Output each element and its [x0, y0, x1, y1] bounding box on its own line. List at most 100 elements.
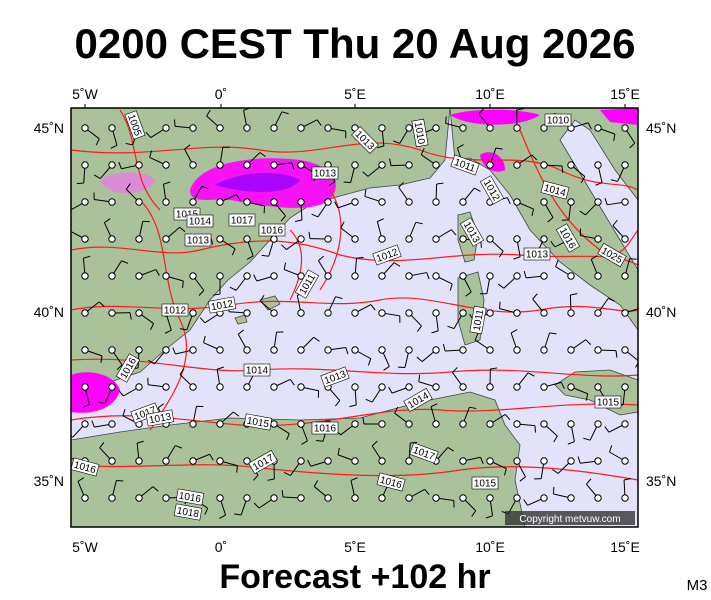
barb-flag — [145, 131, 152, 138]
barb-flag — [550, 240, 556, 248]
model-label: M3 — [687, 577, 708, 594]
station — [297, 235, 305, 243]
station — [513, 420, 521, 428]
isobar-label-box — [311, 421, 339, 435]
station — [567, 309, 575, 317]
station — [81, 272, 89, 280]
station — [162, 346, 170, 354]
isobar-label: 1017 — [231, 216, 254, 227]
barb-flag — [328, 181, 336, 186]
isobar-label: 1018 — [176, 506, 200, 521]
barb-flag — [388, 386, 393, 394]
station — [216, 198, 224, 206]
station — [486, 383, 494, 391]
station — [270, 161, 278, 169]
barb-flag — [308, 231, 311, 239]
station — [486, 235, 494, 243]
station — [513, 457, 521, 465]
barb-flag — [91, 420, 95, 428]
station — [567, 383, 575, 391]
station — [324, 272, 332, 280]
barb-flag — [118, 390, 124, 397]
barb-flag — [531, 208, 535, 216]
station — [405, 161, 413, 169]
station — [540, 383, 548, 391]
station — [216, 235, 224, 243]
barb-flag — [418, 374, 421, 382]
station — [81, 346, 89, 354]
station — [621, 457, 629, 465]
isobar-label: 1015 — [246, 416, 270, 431]
barb-flag — [116, 480, 124, 482]
barb-flag — [469, 406, 477, 410]
barb-flag — [523, 499, 528, 506]
station — [324, 124, 332, 132]
barb-flag — [447, 325, 455, 330]
station — [135, 494, 143, 502]
station — [351, 235, 359, 243]
barb-flag — [356, 256, 364, 259]
barb-flag — [377, 218, 384, 223]
station — [540, 198, 548, 206]
station — [243, 309, 251, 317]
barb-flag — [335, 296, 343, 300]
station — [162, 383, 170, 391]
station — [540, 161, 548, 169]
station — [459, 420, 467, 428]
station — [243, 494, 251, 502]
barb-flag — [567, 441, 575, 445]
isobar-label-box — [372, 244, 402, 266]
barb-flag — [393, 140, 400, 144]
barb-flag — [570, 293, 578, 296]
isobar-label-box — [471, 476, 499, 490]
station — [378, 235, 386, 243]
station — [81, 420, 89, 428]
barb-flag — [370, 304, 376, 311]
barb-flag — [316, 440, 324, 442]
map-title: 0200 CEST Thu 20 Aug 2026 — [75, 20, 636, 67]
station — [108, 161, 116, 169]
station — [540, 457, 548, 465]
barb-flag — [233, 411, 240, 417]
barb-flag — [510, 329, 518, 334]
station — [432, 198, 440, 206]
barb-flag — [431, 330, 439, 334]
station — [432, 272, 440, 280]
station — [513, 272, 521, 280]
isobar-label: 1015 — [597, 398, 620, 409]
barb-flag — [182, 280, 184, 288]
barb-flag — [155, 269, 160, 276]
station — [243, 346, 251, 354]
barb-flag — [474, 333, 479, 341]
barb-flag — [478, 108, 484, 115]
station — [297, 198, 305, 206]
barb-flag — [480, 457, 484, 464]
isobar-label-box — [186, 214, 214, 228]
barb-flag — [82, 404, 90, 408]
station — [162, 272, 170, 280]
barb-flag — [610, 179, 618, 182]
lon-label-bottom: 5˚E — [344, 539, 366, 555]
station — [513, 383, 521, 391]
station — [351, 346, 359, 354]
barb-flag — [503, 468, 507, 476]
station — [297, 346, 305, 354]
station — [135, 383, 143, 391]
lon-label-bottom: 15˚E — [610, 539, 640, 555]
barb-flag — [122, 408, 126, 416]
station — [459, 124, 467, 132]
isobar-label-box — [207, 296, 237, 314]
station — [351, 161, 359, 169]
station — [378, 494, 386, 502]
barb-flag — [497, 283, 505, 289]
station — [513, 494, 521, 502]
barb-flag — [280, 215, 286, 222]
station — [189, 346, 197, 354]
barb-flag — [364, 189, 367, 197]
barb-flag — [426, 272, 430, 280]
station — [81, 161, 89, 169]
barb-flag — [436, 182, 444, 185]
barb-flag — [286, 433, 290, 441]
station — [459, 309, 467, 317]
barb-flag — [125, 142, 133, 146]
